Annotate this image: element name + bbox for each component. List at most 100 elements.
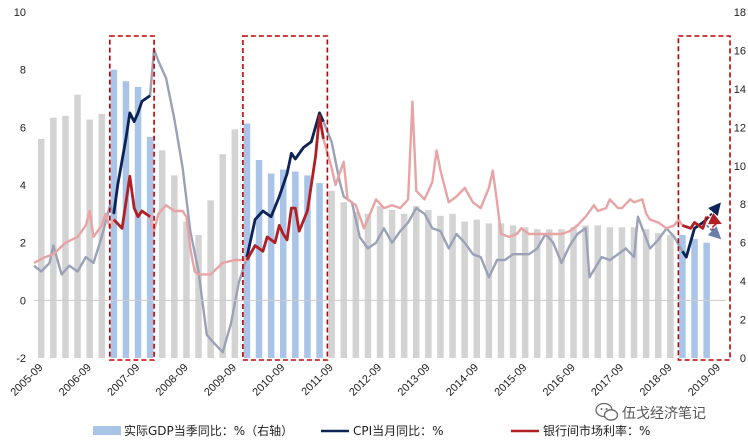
gdp-bar <box>437 215 444 358</box>
rate-line-highlight <box>681 216 708 230</box>
gdp-bar <box>449 213 456 358</box>
y-left-tick-label: 6 <box>20 122 26 134</box>
x-tick-label: 2012-09 <box>347 362 384 399</box>
gdp-bar <box>328 190 335 358</box>
gdp-bar <box>364 213 372 358</box>
gdp-bar <box>461 221 468 358</box>
gdp-bar <box>582 225 589 358</box>
y-left-tick-label: -2 <box>16 353 26 365</box>
gdp-bar <box>267 173 275 358</box>
gdp-bar <box>667 235 674 358</box>
x-tick-label: 2008-09 <box>154 362 191 399</box>
gdp-bar <box>546 229 553 358</box>
gdp-bar <box>62 115 69 358</box>
gdp-bar <box>146 136 154 358</box>
legend-cpi-label: CPI当月同比：% <box>353 424 444 438</box>
y-right-tick-label: 2 <box>740 315 746 327</box>
gdp-bar <box>679 235 686 358</box>
gdp-bar <box>509 225 517 358</box>
watermark-text: 伍戈经济笔记 <box>622 406 706 422</box>
highlight-boxes <box>109 35 731 361</box>
x-tick-label: 2013-09 <box>396 362 433 399</box>
y-right-tick-label: 8 <box>740 199 746 211</box>
gdp-bar <box>292 171 299 358</box>
gdp-bar <box>255 160 263 358</box>
gdp-bar <box>655 233 662 358</box>
x-tick-label: 2011-09 <box>299 362 335 398</box>
x-tick-label: 2016-09 <box>541 362 578 399</box>
x-tick-label: 2017-09 <box>589 362 626 399</box>
cpi-line-highlight <box>245 111 325 258</box>
y-left-tick-label: 10 <box>14 7 26 19</box>
gdp-bar <box>618 227 626 358</box>
x-tick-label: 2014-09 <box>444 362 481 399</box>
flat-forecast-arrow <box>706 224 722 240</box>
y-left-tick-label: 2 <box>20 238 26 250</box>
gdp-bar <box>243 123 251 358</box>
x-tick-label: 2006-09 <box>57 362 94 399</box>
gdp-bar <box>642 229 650 358</box>
legend-rate-label: 银行间市场利率：% <box>543 423 650 438</box>
x-tick-label: 2015-09 <box>492 362 529 399</box>
gdp-bar <box>280 169 287 358</box>
y-right-tick-label: 16 <box>734 45 746 57</box>
legend: 实际GDP当季同比：%（右轴） CPI当月同比：% 银行间市场利率：% <box>93 423 650 438</box>
gdp-bar <box>497 223 505 358</box>
gdp-bar <box>558 229 565 358</box>
gdp-bar <box>86 119 93 358</box>
gdp-bar <box>570 227 577 358</box>
gdp-bar <box>594 225 601 358</box>
question-mark: ? <box>709 217 718 234</box>
rate-line-highlight <box>245 114 325 261</box>
gdp-bar <box>183 221 190 358</box>
gdp-bar <box>388 210 396 358</box>
gdp-bar <box>304 175 311 358</box>
rate-line <box>33 100 708 276</box>
y-right-tick-label: 6 <box>740 238 746 250</box>
gdp-bar <box>352 211 360 358</box>
gdp-bar <box>122 81 130 358</box>
gdp-bar <box>231 129 239 358</box>
y-left-tick-label: 0 <box>20 295 26 307</box>
gdp-bar <box>207 200 214 358</box>
y-right-tick-label: 18 <box>734 7 746 19</box>
gdp-bar <box>400 213 408 358</box>
gdp-bar <box>159 150 166 358</box>
y-right-tick-label: 4 <box>740 276 746 288</box>
gdp-bar <box>38 138 45 358</box>
wechat-icon <box>595 402 619 421</box>
gdp-bar <box>74 94 81 358</box>
y-right-tick-label: 0 <box>740 353 746 365</box>
gdp-bar <box>606 227 614 358</box>
watermark: 伍戈经济笔记 <box>595 402 706 422</box>
gdp-bar <box>316 183 323 358</box>
x-tick-label: 2019-09 <box>686 362 723 399</box>
x-tick-label: 2018-09 <box>638 362 675 399</box>
gdp-bar <box>630 227 638 358</box>
x-tick-label: 2007-09 <box>105 362 142 399</box>
x-tick-label: 2005-09 <box>8 362 45 399</box>
rate-forecast-arrow <box>706 212 722 225</box>
gdp-bar <box>134 87 142 358</box>
highlight-box <box>677 35 731 361</box>
gdp-bar <box>485 223 493 358</box>
gdp-bar <box>50 117 57 358</box>
gdp-bar <box>195 235 202 358</box>
gdp-bar <box>413 206 420 358</box>
y-right-tick-label: 14 <box>734 84 746 96</box>
y-right-tick-label: 12 <box>734 122 746 134</box>
x-tick-label: 2010-09 <box>250 362 287 399</box>
gdp-bar <box>340 202 347 358</box>
gdp-bar <box>425 210 432 358</box>
y-left-tick-label: 8 <box>20 65 26 77</box>
gdp-bar <box>171 175 178 358</box>
gdp-bar <box>521 227 529 358</box>
y-right-tick-label: 10 <box>734 161 746 173</box>
rate-line-highlight <box>112 174 151 230</box>
y-left-tick-label: 4 <box>20 180 26 192</box>
gdp-bar <box>473 219 480 358</box>
cpi-forecast-arrow <box>705 202 721 221</box>
x-tick-label: 2009-09 <box>202 362 239 399</box>
highlight-box <box>242 35 329 361</box>
